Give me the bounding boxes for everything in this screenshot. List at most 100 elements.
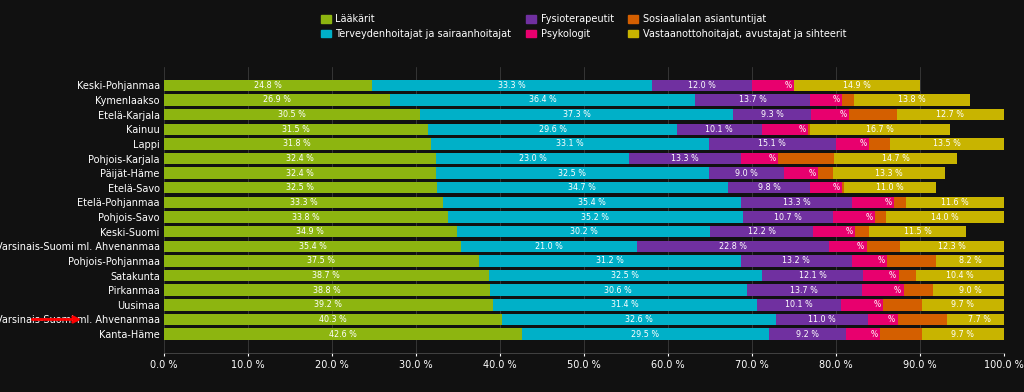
- Bar: [897, 109, 1004, 120]
- Bar: [488, 270, 762, 281]
- Bar: [836, 138, 869, 150]
- Bar: [947, 314, 1012, 325]
- Text: 13.3 %: 13.3 %: [782, 198, 810, 207]
- Bar: [899, 270, 916, 281]
- Bar: [887, 255, 936, 267]
- Bar: [922, 299, 1004, 310]
- Text: 32.4 %: 32.4 %: [286, 169, 313, 178]
- Bar: [164, 153, 436, 164]
- Bar: [876, 211, 886, 223]
- Bar: [852, 197, 894, 208]
- Text: 33.3 %: 33.3 %: [290, 198, 317, 207]
- Text: 14.9 %: 14.9 %: [843, 81, 871, 90]
- Bar: [886, 211, 1004, 223]
- Bar: [164, 167, 436, 179]
- Bar: [431, 138, 709, 150]
- Bar: [164, 138, 431, 150]
- Bar: [740, 197, 852, 208]
- Bar: [894, 197, 906, 208]
- Text: 33.8 %: 33.8 %: [292, 212, 319, 221]
- Bar: [164, 211, 447, 223]
- Bar: [753, 80, 795, 91]
- Text: 22.8 %: 22.8 %: [719, 242, 748, 251]
- Bar: [834, 153, 957, 164]
- Text: %: %: [857, 242, 864, 251]
- Text: 36.4 %: 36.4 %: [528, 96, 556, 105]
- Bar: [813, 226, 855, 238]
- Text: 35.4 %: 35.4 %: [579, 198, 606, 207]
- Bar: [164, 328, 521, 340]
- Bar: [844, 182, 936, 194]
- Text: %: %: [873, 300, 881, 309]
- Text: 10.7 %: 10.7 %: [774, 212, 802, 221]
- Text: 29.5 %: 29.5 %: [632, 330, 659, 339]
- Bar: [164, 226, 457, 238]
- Bar: [869, 138, 890, 150]
- Text: 37.3 %: 37.3 %: [562, 110, 591, 119]
- Bar: [436, 153, 629, 164]
- Bar: [936, 255, 1006, 267]
- Bar: [890, 138, 1004, 150]
- Text: 31.2 %: 31.2 %: [596, 256, 624, 265]
- Bar: [861, 285, 903, 296]
- Bar: [757, 299, 842, 310]
- Text: %: %: [833, 96, 840, 105]
- Text: 40.3 %: 40.3 %: [319, 315, 347, 324]
- Bar: [164, 241, 461, 252]
- Text: 9.2 %: 9.2 %: [797, 330, 819, 339]
- Text: 32.6 %: 32.6 %: [626, 315, 653, 324]
- Text: 21.0 %: 21.0 %: [536, 242, 563, 251]
- Bar: [828, 241, 866, 252]
- Text: %: %: [870, 330, 878, 339]
- Text: %: %: [845, 227, 852, 236]
- Bar: [769, 328, 847, 340]
- Bar: [443, 197, 740, 208]
- Bar: [164, 80, 372, 91]
- Text: 33.3 %: 33.3 %: [498, 81, 525, 90]
- Text: %: %: [888, 315, 895, 324]
- Bar: [164, 197, 443, 208]
- Text: 9.7 %: 9.7 %: [951, 330, 974, 339]
- Bar: [834, 211, 876, 223]
- Bar: [906, 197, 1004, 208]
- Bar: [842, 299, 884, 310]
- Text: %: %: [865, 212, 872, 221]
- Bar: [898, 314, 947, 325]
- Bar: [489, 285, 746, 296]
- Bar: [372, 80, 651, 91]
- Bar: [164, 270, 488, 281]
- Bar: [733, 109, 811, 120]
- Text: 8.2 %: 8.2 %: [959, 256, 982, 265]
- Text: 13.7 %: 13.7 %: [791, 286, 818, 295]
- Bar: [868, 314, 898, 325]
- Text: %: %: [878, 256, 885, 265]
- Text: 11.0 %: 11.0 %: [808, 315, 836, 324]
- Bar: [900, 241, 1004, 252]
- Bar: [651, 80, 753, 91]
- Text: 12.1 %: 12.1 %: [799, 271, 826, 280]
- Text: 31.4 %: 31.4 %: [611, 300, 639, 309]
- Bar: [740, 255, 852, 267]
- Text: %: %: [889, 271, 896, 280]
- Text: 38.8 %: 38.8 %: [313, 286, 341, 295]
- Bar: [863, 270, 899, 281]
- Bar: [637, 241, 828, 252]
- Text: 24.8 %: 24.8 %: [254, 81, 282, 90]
- Text: 10.1 %: 10.1 %: [706, 125, 733, 134]
- Text: 30.2 %: 30.2 %: [569, 227, 598, 236]
- Text: %: %: [894, 286, 901, 295]
- Text: %: %: [808, 169, 815, 178]
- Text: 12.7 %: 12.7 %: [936, 110, 965, 119]
- Bar: [728, 182, 810, 194]
- Bar: [709, 167, 784, 179]
- Text: 35.2 %: 35.2 %: [582, 212, 609, 221]
- Text: %: %: [799, 125, 805, 134]
- Bar: [810, 123, 950, 135]
- Bar: [478, 255, 740, 267]
- Text: 10.4 %: 10.4 %: [946, 271, 974, 280]
- Text: 13.3 %: 13.3 %: [876, 169, 903, 178]
- Bar: [847, 328, 880, 340]
- Bar: [709, 138, 836, 150]
- Text: 31.8 %: 31.8 %: [284, 140, 311, 149]
- Bar: [740, 153, 778, 164]
